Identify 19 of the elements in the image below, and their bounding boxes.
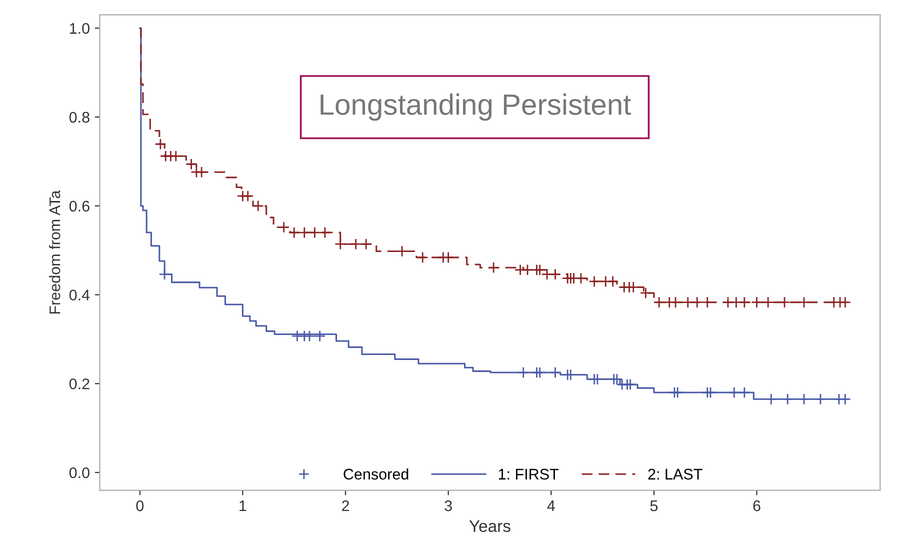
x-tick-label: 3 <box>444 500 452 512</box>
y-tick-label: 1.0 <box>70 23 90 34</box>
y-axis-title: Freedom from ATa <box>49 190 60 314</box>
x-tick-label: 0 <box>136 500 144 512</box>
x-tick-label: 6 <box>753 500 760 512</box>
legend-label: Censored <box>344 468 408 480</box>
y-tick-label: 0.2 <box>69 378 90 390</box>
x-tick-label: 1 <box>240 500 246 512</box>
annotation: Longstanding Persistent <box>320 94 632 121</box>
x-axis-title: Years <box>469 520 510 532</box>
y-tick-label: 0.6 <box>69 200 90 212</box>
x-tick-label: 5 <box>650 500 658 512</box>
y-tick-label: 0.4 <box>69 290 90 300</box>
x-tick-label: 2 <box>342 500 349 512</box>
y-tick-label: 0.0 <box>69 467 90 478</box>
legend-label: 1: FIRST <box>498 468 559 480</box>
x-tick-label: 4 <box>547 500 555 512</box>
y-tick-label: 0.8 <box>69 112 90 123</box>
legend-label: 2: LAST <box>648 468 702 480</box>
